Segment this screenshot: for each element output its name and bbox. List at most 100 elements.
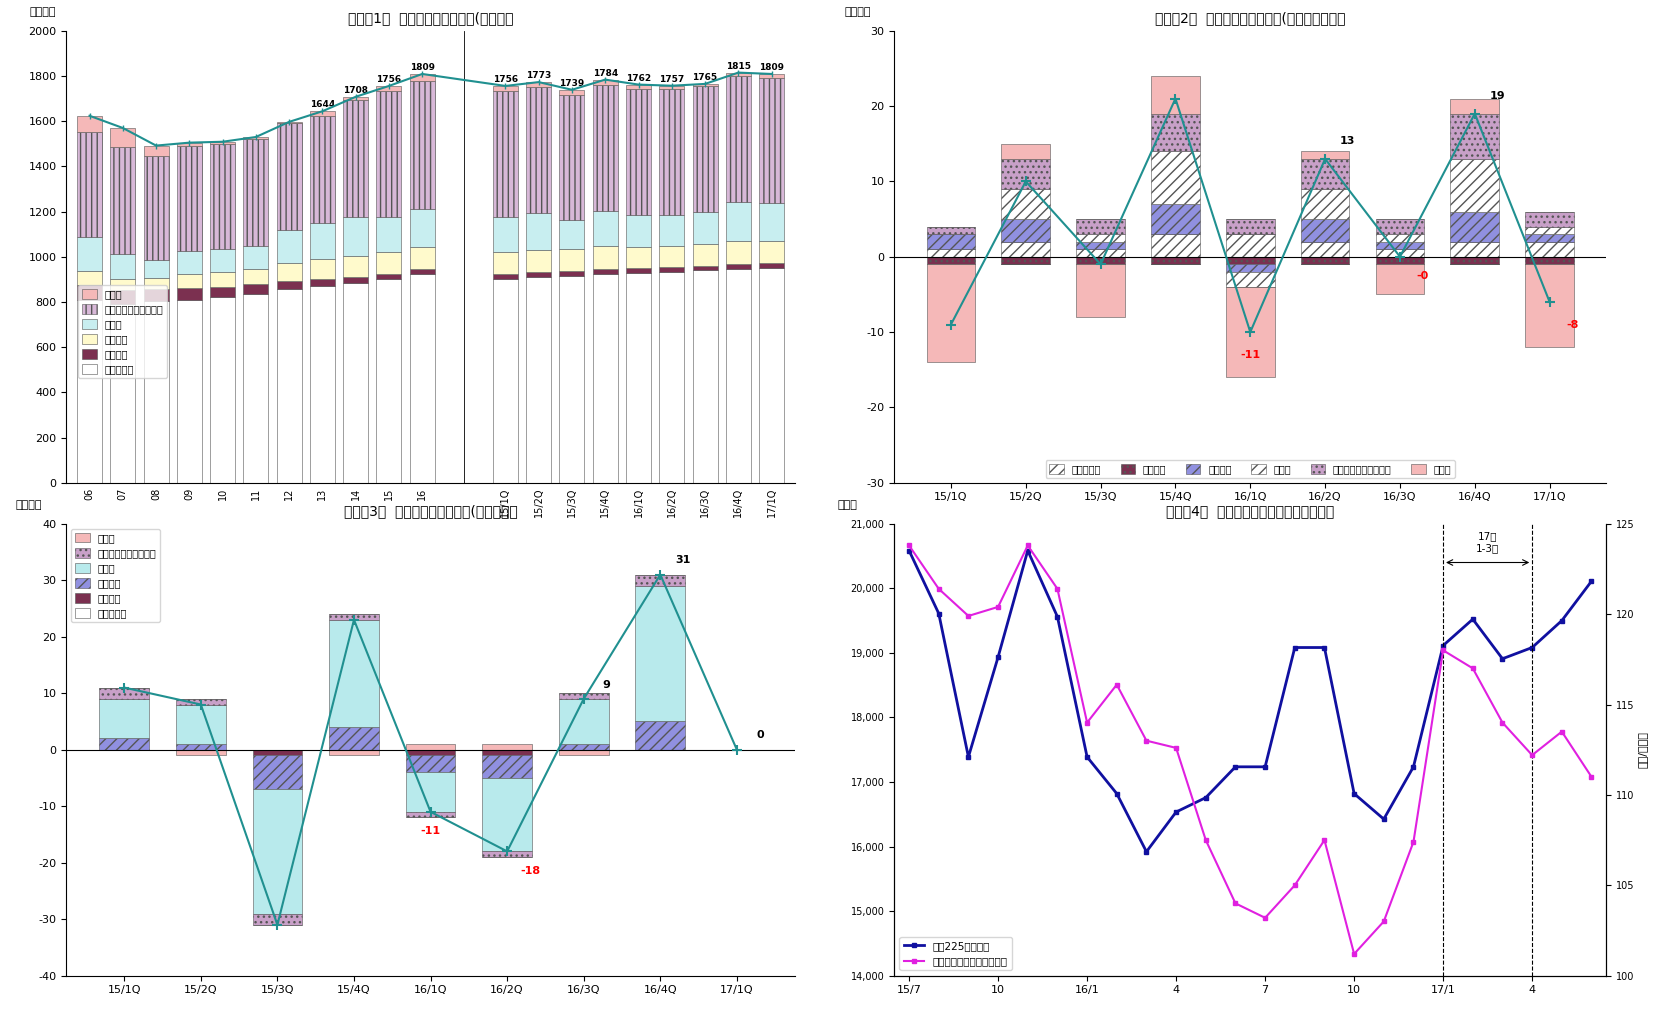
日経225平均株価 xyxy=(1165,806,1185,819)
日経225平均株価 xyxy=(1491,652,1511,664)
Bar xyxy=(526,82,551,87)
Bar xyxy=(692,86,717,212)
Bar xyxy=(409,269,435,274)
Bar xyxy=(592,211,617,246)
Bar xyxy=(175,698,225,705)
Text: （四半期）: （四半期） xyxy=(1572,538,1605,548)
Bar xyxy=(243,137,268,140)
Bar xyxy=(1524,264,1572,347)
Bar xyxy=(1225,234,1274,257)
Bar xyxy=(210,144,235,249)
ドル円レート（右メモリ） xyxy=(1254,912,1274,924)
日経225平均株価 xyxy=(1048,611,1067,623)
日経225平均株価 xyxy=(1521,641,1541,653)
Bar xyxy=(177,300,202,483)
Bar xyxy=(493,91,518,217)
Bar xyxy=(243,269,268,284)
Bar xyxy=(376,86,401,91)
Bar xyxy=(111,147,136,254)
Text: 19: 19 xyxy=(1488,90,1504,101)
Bar xyxy=(1450,99,1498,114)
Bar xyxy=(626,246,650,268)
Bar xyxy=(111,304,136,483)
Bar xyxy=(558,698,609,744)
ドル円レート（右メモリ） xyxy=(928,582,948,595)
日経225平均株価 xyxy=(1344,788,1364,800)
Bar xyxy=(725,269,750,483)
Legend: 日経225平均株価, ドル円レート（右メモリ）: 日経225平均株価, ドル円レート（右メモリ） xyxy=(899,937,1011,971)
Bar xyxy=(376,217,401,252)
Bar xyxy=(1001,159,1049,189)
Bar xyxy=(482,744,531,750)
Bar xyxy=(559,94,584,220)
Bar xyxy=(1301,257,1349,264)
日経225平均株価 xyxy=(1432,640,1451,652)
ドル円レート（右メモリ） xyxy=(1195,834,1215,846)
Bar xyxy=(409,80,435,210)
ドル円レート（右メモリ） xyxy=(1135,734,1155,747)
Text: （兆円）: （兆円） xyxy=(15,500,41,510)
Bar xyxy=(111,278,136,291)
Bar xyxy=(626,84,650,89)
Text: 1756: 1756 xyxy=(493,75,518,84)
Bar xyxy=(329,614,379,619)
Bar xyxy=(626,89,650,215)
Line: 日経225平均株価: 日経225平均株価 xyxy=(907,548,1592,853)
Bar xyxy=(692,266,717,270)
Bar xyxy=(1001,257,1049,264)
Text: 1773: 1773 xyxy=(526,71,551,80)
Bar xyxy=(758,240,783,263)
Bar xyxy=(725,264,750,269)
ドル円レート（右メモリ） xyxy=(1551,725,1571,737)
Bar xyxy=(111,291,136,304)
Bar xyxy=(309,259,334,279)
Bar xyxy=(78,131,103,236)
Bar xyxy=(276,122,301,123)
Legend: その他, 保険・年金・定額保証, 株式等, 投資信託, 債務証券, 現金・預金: その他, 保険・年金・定額保証, 株式等, 投資信託, 債務証券, 現金・預金 xyxy=(78,284,167,378)
Bar xyxy=(659,272,684,483)
Text: 1765: 1765 xyxy=(692,73,717,82)
Bar xyxy=(659,85,684,89)
Bar xyxy=(99,738,149,750)
Bar xyxy=(343,97,367,100)
Bar xyxy=(1450,212,1498,241)
Bar xyxy=(692,244,717,266)
Bar xyxy=(175,750,225,756)
ドル円レート（右メモリ） xyxy=(1374,915,1394,927)
Bar xyxy=(482,851,531,857)
Bar xyxy=(592,246,617,269)
Bar xyxy=(276,281,301,290)
Bar xyxy=(1150,204,1198,234)
Bar xyxy=(243,140,268,245)
Bar xyxy=(725,202,750,241)
Bar xyxy=(210,272,235,287)
Bar xyxy=(558,693,609,698)
Bar xyxy=(1524,241,1572,257)
日経225平均株価 xyxy=(1374,813,1394,826)
Bar xyxy=(659,267,684,272)
Bar xyxy=(1001,144,1049,159)
Bar xyxy=(526,272,551,277)
Bar xyxy=(405,744,455,750)
Bar xyxy=(927,227,975,234)
Bar xyxy=(1150,114,1198,151)
Bar xyxy=(526,250,551,272)
Bar xyxy=(592,84,617,211)
Text: 1809: 1809 xyxy=(409,63,435,72)
Text: -11: -11 xyxy=(1240,350,1259,360)
Bar xyxy=(1001,189,1049,219)
Bar xyxy=(482,778,531,851)
Title: （図表2）  家計の金融資産増減(フローの動き）: （図表2） 家計の金融資産増減(フローの動き） xyxy=(1154,11,1346,26)
日経225平均株価 xyxy=(1581,575,1600,587)
Bar xyxy=(276,290,301,483)
Bar xyxy=(243,284,268,294)
日経225平均株価 xyxy=(928,607,948,619)
Bar xyxy=(1225,272,1274,287)
Text: （兆円）: （兆円） xyxy=(844,7,871,17)
Bar xyxy=(1301,241,1349,257)
Bar xyxy=(329,727,379,750)
Bar xyxy=(592,269,617,274)
日経225平均株価 xyxy=(1314,641,1334,653)
Bar xyxy=(482,750,531,756)
Bar xyxy=(376,252,401,273)
